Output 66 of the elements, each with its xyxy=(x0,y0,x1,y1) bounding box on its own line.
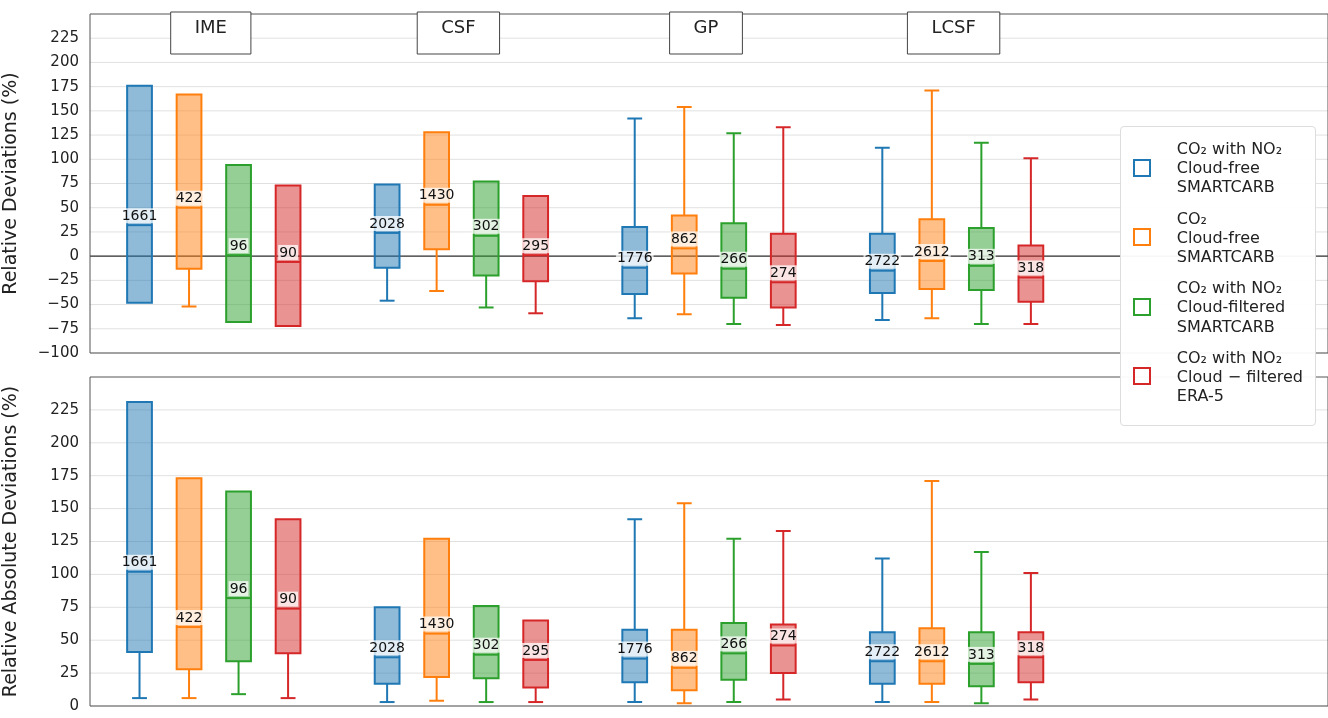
text: 90 xyxy=(279,243,297,260)
text: 862 xyxy=(670,649,698,666)
y-tick-label: −100 xyxy=(37,342,79,361)
text: 862 xyxy=(670,230,698,247)
text: 1661 xyxy=(121,206,158,223)
text: 1776 xyxy=(616,640,653,657)
text: 1430 xyxy=(418,615,455,632)
text: 295 xyxy=(522,641,550,658)
text: 1661 xyxy=(121,553,158,570)
y-tick-label: 100 xyxy=(50,149,79,168)
text: 313 xyxy=(967,645,995,662)
x-tick-label: LCSF xyxy=(931,15,976,37)
y-tick-label: −50 xyxy=(47,294,79,313)
text: 302 xyxy=(472,217,500,234)
text: 266 xyxy=(720,250,748,267)
y-tick-label: 100 xyxy=(50,564,79,583)
text: 2722 xyxy=(864,642,901,659)
text: 2612 xyxy=(914,242,950,259)
y-tick-label: 225 xyxy=(50,399,79,418)
x-tick-label: GP xyxy=(693,15,719,37)
text: 274 xyxy=(769,263,797,280)
text: 422 xyxy=(175,189,203,206)
y-tick-label: 225 xyxy=(50,28,79,47)
y-tick-label: 125 xyxy=(50,124,79,143)
text: 295 xyxy=(522,236,550,253)
y-tick-label: 75 xyxy=(59,597,79,616)
text: 1430 xyxy=(418,186,455,203)
legend-label: CO₂ Cloud-free SMARTCARB xyxy=(1176,208,1275,267)
text: 90 xyxy=(279,590,297,607)
y-axis-title: Relative Deviations (%) xyxy=(0,72,21,295)
y-tick-label: 0 xyxy=(69,246,79,265)
y-tick-label: 25 xyxy=(59,221,79,240)
y-tick-label: 50 xyxy=(59,630,79,649)
text: 2612 xyxy=(914,642,950,659)
text: 318 xyxy=(1017,638,1045,655)
x-tick-label: IME xyxy=(194,15,227,37)
y-tick-label: 175 xyxy=(50,465,79,484)
text: 318 xyxy=(1017,259,1045,276)
x-tick-label: CSF xyxy=(441,15,476,37)
legend-label: CO₂ with NO₂ Cloud-free SMARTCARB xyxy=(1176,139,1283,197)
y-tick-label: 125 xyxy=(50,531,79,550)
text: 274 xyxy=(769,627,797,644)
text: 2028 xyxy=(369,214,405,231)
y-tick-label: 75 xyxy=(59,173,79,192)
text: 96 xyxy=(229,579,248,596)
legend-label: CO₂ with NO₂ Cloud − filtered ERA-5 xyxy=(1176,347,1303,406)
text: 2028 xyxy=(369,638,405,655)
text: 313 xyxy=(967,247,995,264)
y-tick-label: 25 xyxy=(59,662,79,681)
text: 302 xyxy=(472,636,500,653)
y-tick-label: 175 xyxy=(50,76,79,95)
y-tick-label: 50 xyxy=(59,197,79,216)
y-tick-label: 0 xyxy=(69,695,79,714)
y-tick-label: −25 xyxy=(47,270,79,289)
text: 1776 xyxy=(616,249,653,266)
text: 422 xyxy=(175,608,203,625)
y-axis-title: Relative Absolute Deviations (%) xyxy=(0,385,21,698)
text: 2722 xyxy=(864,252,901,269)
y-tick-label: 200 xyxy=(50,52,79,71)
legend-label: CO₂ with NO₂ Cloud-filtered SMARTCARB xyxy=(1176,278,1286,336)
y-tick-label: 200 xyxy=(50,432,79,451)
y-tick-label: −75 xyxy=(47,318,79,337)
text: 96 xyxy=(229,236,248,253)
y-tick-label: 150 xyxy=(50,498,79,517)
text: 266 xyxy=(720,635,748,651)
y-tick-label: 150 xyxy=(50,100,79,119)
